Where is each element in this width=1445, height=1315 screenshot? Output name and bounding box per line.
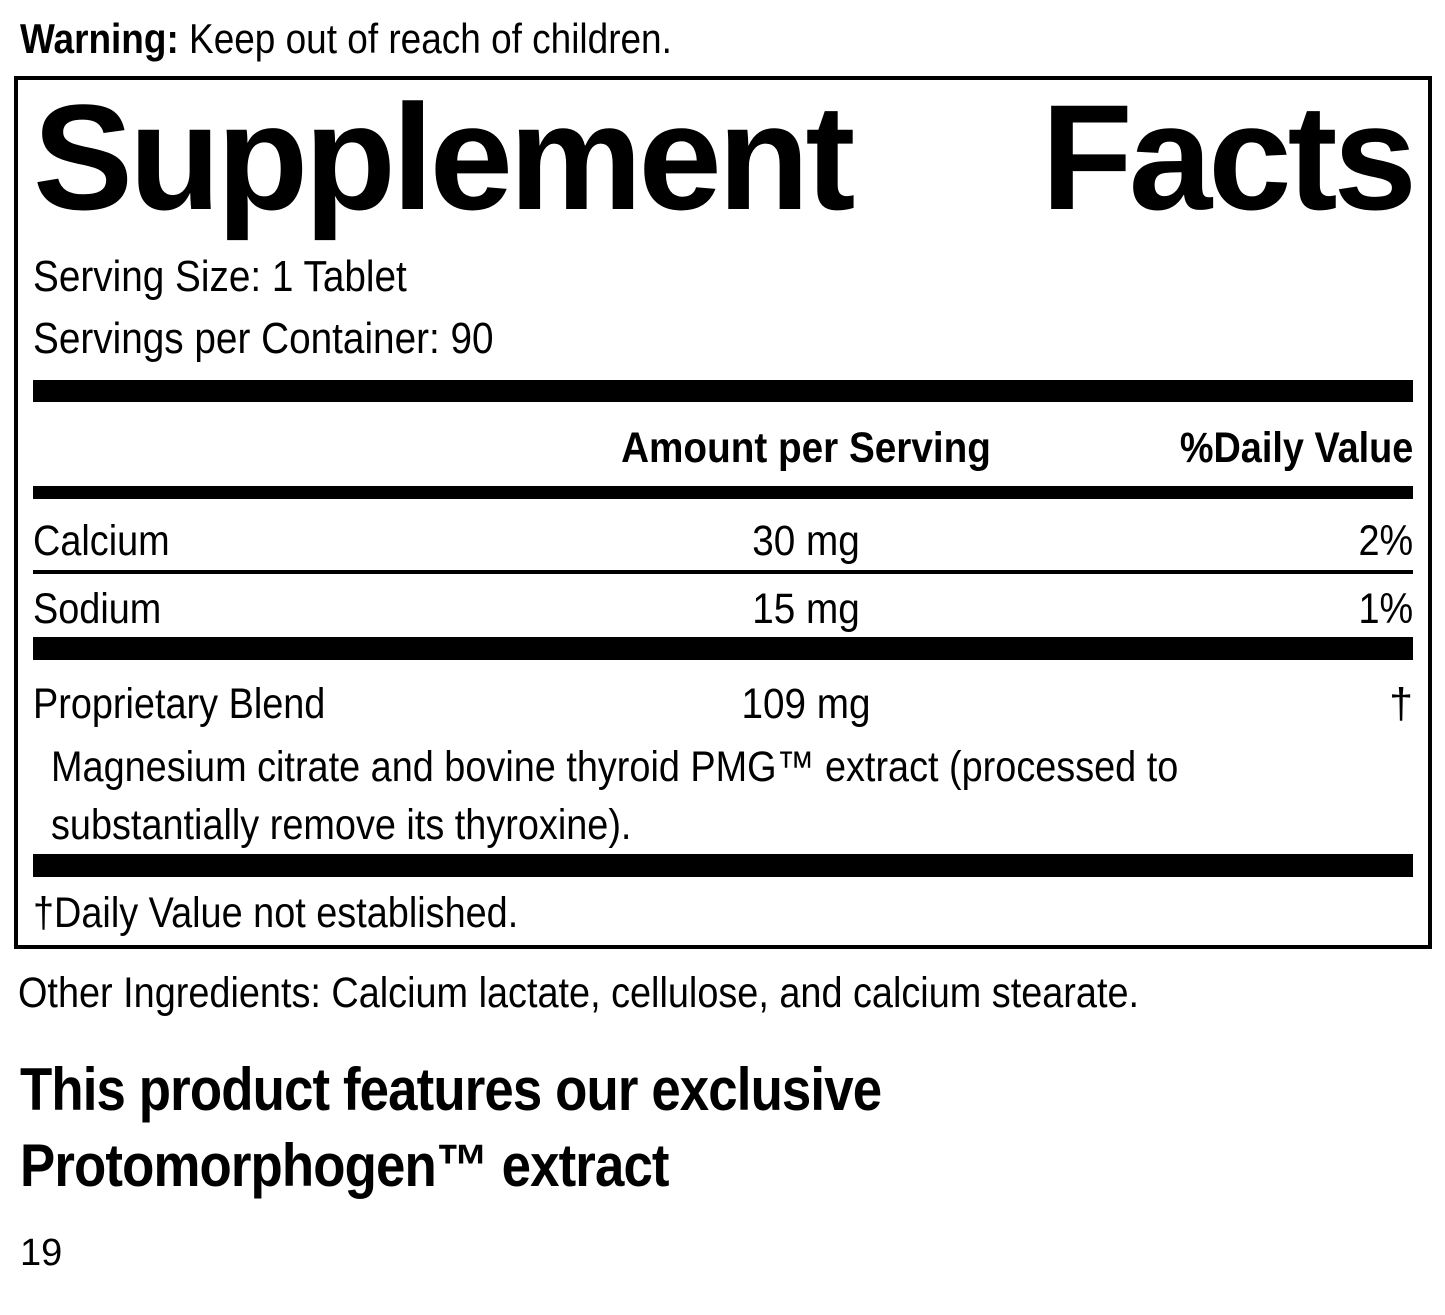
panel-title-word-supplement: Supplement [33,73,855,242]
feature-note-line1: This product features our exclusive [20,1056,882,1124]
blend-description: Magnesium citrate and bovine thyroid PMG… [33,738,1413,854]
panel-title-word-facts: Facts [1041,73,1417,242]
nutrient-name: Sodium [33,585,162,634]
product-feature-note: This product features our exclusive Prot… [20,1052,1445,1204]
table-row-proprietary-blend: Proprietary Blend 109 mg † [33,680,1413,729]
separator-bar-mid [33,637,1413,661]
other-ingredients-line: Other Ingredients: Calcium lactate, cell… [18,969,1140,1018]
separator-bar-top [33,380,1413,403]
separator-bar-under-headers [33,486,1413,500]
nutrient-daily-value: 1% [1358,585,1413,634]
blend-daily-value-dagger: † [1389,680,1413,729]
table-row-calcium: Calcium 30 mg 2% [33,517,1413,566]
serving-info: Serving Size: 1 Tablet Servings per Cont… [33,246,1413,370]
nutrient-daily-value: 2% [1358,517,1413,566]
column-header-daily-value: %Daily Value [1179,424,1413,473]
nutrient-amount: 30 mg [752,517,860,566]
page-number: 19 [20,1232,63,1275]
serving-size-line: Serving Size: 1 Tablet [33,252,407,302]
blend-description-line: substantially remove its thyroxine). [51,801,632,850]
warning-message: Keep out of reach of children. [178,15,672,62]
column-header-amount: Amount per Serving [620,424,991,473]
warning-line: Warning: Keep out of reach of children. [20,15,1445,62]
separator-bar-bottom [33,854,1413,878]
table-row-sodium: Sodium 15 mg 1% [33,585,1413,634]
panel-title: Supplement Facts [33,73,1417,242]
nutrient-amount: 15 mg [752,585,860,634]
servings-per-container-line: Servings per Container: 90 [33,314,494,364]
feature-note-line2: Protomorphogen™ extract [20,1132,670,1200]
blend-amount: 109 mg [741,680,871,729]
column-headers: Amount per Serving %Daily Value [33,424,1413,476]
warning-label: Warning: [20,15,179,62]
separator-rule-thin [33,570,1413,575]
daily-value-footnote: †Daily Value not established. [33,889,519,938]
warning-text: Warning: Keep out of reach of children. [20,15,672,62]
supplement-facts-panel: Supplement Facts Serving Size: 1 Tablet … [14,73,1432,950]
nutrient-name: Calcium [33,517,170,566]
blend-description-line: Magnesium citrate and bovine thyroid PMG… [51,743,1179,792]
blend-name: Proprietary Blend [33,680,326,729]
